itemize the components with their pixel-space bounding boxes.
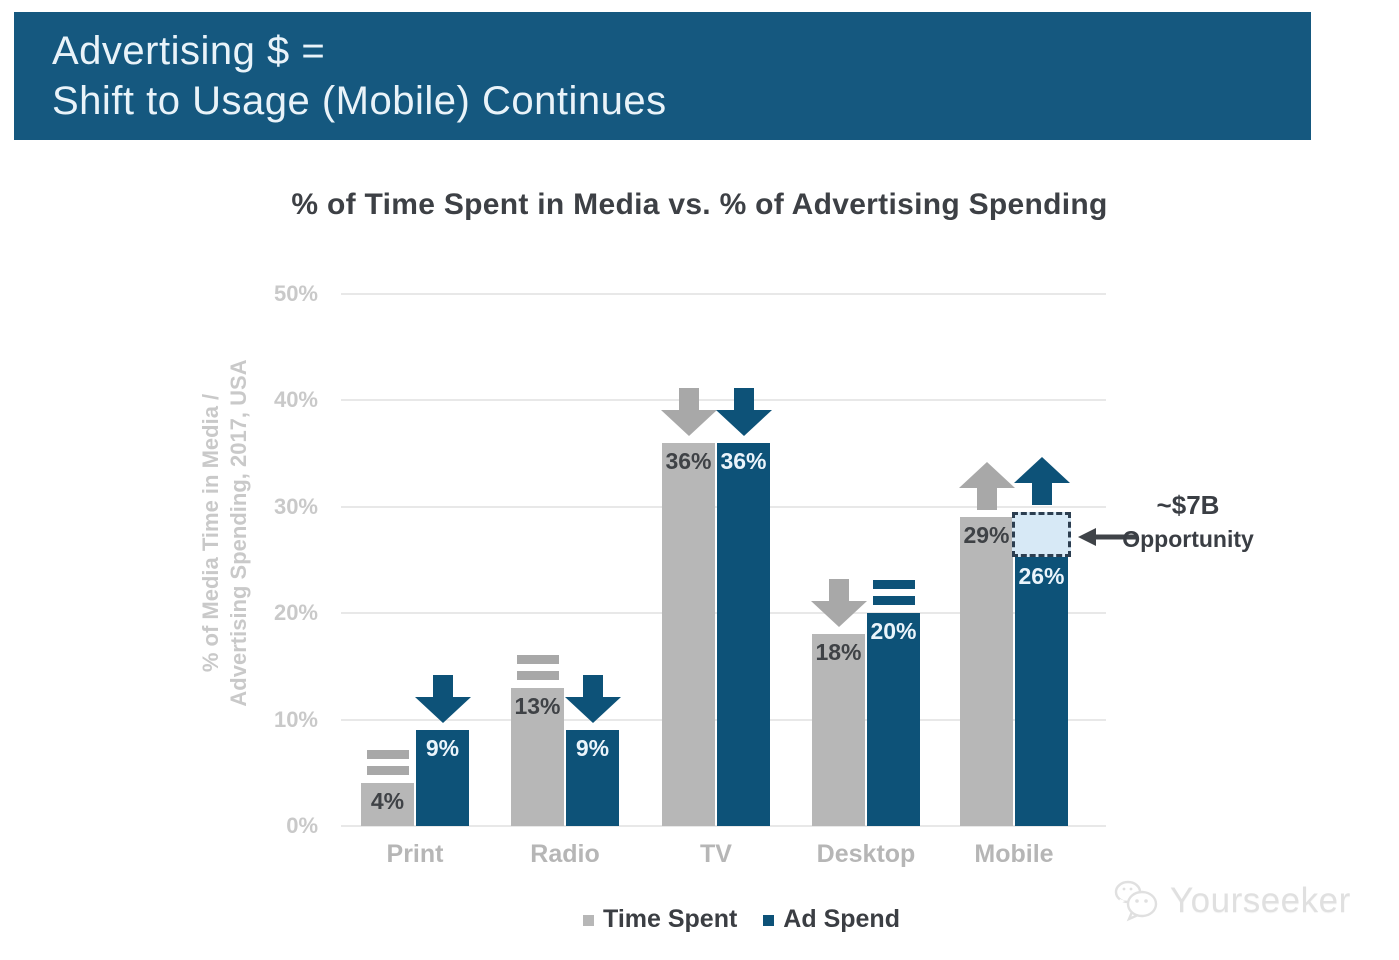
legend-swatch-ad-spend [763,915,775,926]
bar-ad-spend-tv [717,442,770,826]
gridline-0pct [341,825,1106,827]
bar-time-spent-tv [662,442,715,826]
bar-ad-spend-radio [566,730,619,826]
slide-title-line-1: Advertising $ = [52,29,326,73]
y-tick-label-30pct: 30% [273,493,318,519]
opportunity-value: ~$7B [1156,490,1220,520]
x-axis-label-print: Print [386,840,444,868]
x-axis-label-mobile: Mobile [974,840,1054,868]
bar-time-spent-print [361,783,414,826]
y-tick-label-0pct: 0% [286,813,318,838]
watermark: Yourseeker [1112,878,1351,924]
legend: Time Spent Ad Spend [583,905,900,934]
x-axis-label-desktop: Desktop [816,840,916,868]
y-axis-label-line-1: % of Media Time in Media / [198,393,223,673]
legend-item-ad-spend: Ad Spend [763,905,900,934]
bar-time-spent-mobile [960,517,1013,826]
equals-icon [366,750,409,776]
up-arrow-icon [1013,457,1070,506]
bar-ad-spend-print [416,730,469,826]
legend-label-ad-spend: Ad Spend [783,905,900,933]
up-arrow-icon [958,462,1015,511]
bar-value-label-ad-spend-tv: 36% [720,447,767,474]
opportunity-annotation: ~$7B Opportunity [1118,488,1258,556]
watermark-text: Yourseeker [1170,881,1351,920]
down-arrow-icon [715,387,772,436]
legend-label-time-spent: Time Spent [603,905,738,933]
slide-title-line-2: Shift to Usage (Mobile) Continues [52,79,667,123]
opportunity-box [1012,512,1071,558]
x-axis-label-radio: Radio [530,840,600,868]
bar-value-label-time-spent-print: 4% [370,788,405,815]
down-arrow-icon [660,387,717,436]
bar-ad-spend-mobile [1015,549,1068,826]
bar-value-label-ad-spend-print: 9% [425,735,460,762]
opportunity-label: Opportunity [1122,526,1254,552]
bar-value-label-time-spent-mobile: 29% [963,522,1010,549]
equals-icon [516,654,559,680]
bar-value-label-time-spent-desktop: 18% [815,639,862,666]
down-arrow-icon [810,579,867,628]
bar-time-spent-desktop [812,634,865,826]
chart-title: % of Time Spent in Media vs. % of Advert… [291,188,1108,221]
equals-icon [872,580,915,606]
y-tick-label-50pct: 50% [273,281,318,306]
y-tick-label-10pct: 10% [273,706,318,732]
bar-value-label-time-spent-tv: 36% [665,447,712,474]
chat-bubbles-icon [1114,880,1158,922]
y-tick-label-40pct: 40% [273,387,318,413]
bar-value-label-ad-spend-radio: 9% [575,735,610,762]
gridline-40pct [341,399,1106,402]
x-axis-label-tv: TV [700,840,732,868]
gridline-50pct [341,293,1106,295]
bar-value-label-ad-spend-mobile: 26% [1018,563,1065,590]
y-tick-label-20pct: 20% [273,600,318,626]
bar-value-label-time-spent-radio: 13% [514,692,561,719]
arrow-left-icon [1078,528,1138,547]
slide-title-banner: Advertising $ = Shift to Usage (Mobile) … [14,12,1311,140]
down-arrow-icon [414,675,471,724]
bar-time-spent-radio [511,687,564,826]
bar-ad-spend-desktop [867,613,920,826]
bar-value-label-ad-spend-desktop: 20% [870,618,917,645]
down-arrow-icon [564,675,621,724]
legend-item-time-spent: Time Spent [583,905,737,934]
legend-swatch-time-spent [583,915,594,926]
